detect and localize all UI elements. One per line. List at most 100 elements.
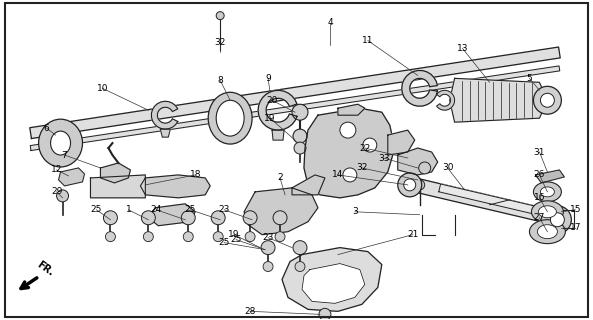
Ellipse shape <box>534 182 562 202</box>
Polygon shape <box>535 170 565 183</box>
Ellipse shape <box>39 119 82 167</box>
Ellipse shape <box>540 187 554 197</box>
Text: 14: 14 <box>332 171 343 180</box>
Ellipse shape <box>103 211 117 225</box>
Ellipse shape <box>404 179 416 191</box>
Text: 9: 9 <box>265 74 271 83</box>
Ellipse shape <box>216 12 224 20</box>
Ellipse shape <box>141 211 155 225</box>
Ellipse shape <box>295 261 305 271</box>
Ellipse shape <box>208 92 252 144</box>
Ellipse shape <box>534 86 562 114</box>
Text: 10: 10 <box>97 84 108 93</box>
Text: 5: 5 <box>527 74 533 83</box>
Polygon shape <box>436 90 455 110</box>
Ellipse shape <box>261 241 275 255</box>
Text: 27: 27 <box>534 213 545 222</box>
Text: 26: 26 <box>534 171 545 180</box>
Text: 28: 28 <box>244 307 256 316</box>
Ellipse shape <box>530 220 565 244</box>
Text: 22: 22 <box>359 144 371 153</box>
Text: 18: 18 <box>190 171 201 180</box>
Ellipse shape <box>550 213 565 227</box>
Polygon shape <box>388 130 415 155</box>
Ellipse shape <box>56 190 69 202</box>
Text: 24: 24 <box>151 205 162 214</box>
Text: 23: 23 <box>218 205 230 214</box>
Ellipse shape <box>293 241 307 255</box>
Ellipse shape <box>537 225 557 239</box>
Polygon shape <box>398 148 438 175</box>
Polygon shape <box>160 129 170 137</box>
Polygon shape <box>302 264 365 303</box>
Ellipse shape <box>106 232 116 242</box>
Text: 1: 1 <box>126 205 131 214</box>
Ellipse shape <box>243 211 257 225</box>
Polygon shape <box>338 104 365 115</box>
Text: 29: 29 <box>51 188 62 196</box>
Text: 15: 15 <box>570 205 581 214</box>
Text: 25: 25 <box>231 235 242 244</box>
Text: 11: 11 <box>362 36 374 45</box>
Polygon shape <box>413 178 556 225</box>
Ellipse shape <box>273 211 287 225</box>
Polygon shape <box>30 47 560 139</box>
Ellipse shape <box>538 206 556 218</box>
Polygon shape <box>304 108 395 198</box>
Polygon shape <box>272 130 284 140</box>
Text: 6: 6 <box>44 124 49 132</box>
Ellipse shape <box>319 308 331 320</box>
Polygon shape <box>100 163 130 183</box>
Ellipse shape <box>292 104 308 120</box>
Ellipse shape <box>216 100 244 136</box>
Polygon shape <box>449 78 547 122</box>
Polygon shape <box>59 168 84 186</box>
Text: 2: 2 <box>277 173 283 182</box>
Polygon shape <box>401 70 438 106</box>
Text: 12: 12 <box>51 165 62 174</box>
Text: FR.: FR. <box>35 260 56 278</box>
Text: 25: 25 <box>218 238 230 247</box>
Text: 13: 13 <box>457 44 468 53</box>
Ellipse shape <box>50 131 71 155</box>
Polygon shape <box>292 175 325 195</box>
Ellipse shape <box>144 232 154 242</box>
Ellipse shape <box>415 180 425 190</box>
Text: 21: 21 <box>407 230 419 239</box>
Text: 25: 25 <box>184 205 196 214</box>
Polygon shape <box>30 66 560 150</box>
Polygon shape <box>148 204 195 226</box>
Text: 3: 3 <box>352 207 358 216</box>
Polygon shape <box>439 184 555 219</box>
Text: 23: 23 <box>262 233 274 242</box>
Text: 16: 16 <box>534 193 545 202</box>
Text: 7: 7 <box>62 150 68 160</box>
Ellipse shape <box>398 173 422 197</box>
Text: 20: 20 <box>266 96 278 105</box>
Polygon shape <box>258 90 297 130</box>
Text: 30: 30 <box>442 164 454 172</box>
Ellipse shape <box>363 138 377 152</box>
Ellipse shape <box>181 211 195 225</box>
Polygon shape <box>244 188 318 235</box>
Ellipse shape <box>340 122 356 138</box>
Text: 32: 32 <box>356 164 368 172</box>
Ellipse shape <box>540 93 554 107</box>
Ellipse shape <box>263 261 273 271</box>
Polygon shape <box>141 175 210 198</box>
Text: 8: 8 <box>217 76 223 85</box>
Text: 17: 17 <box>570 223 581 232</box>
Ellipse shape <box>343 168 357 182</box>
Ellipse shape <box>275 232 285 242</box>
Text: 33: 33 <box>378 154 390 163</box>
Polygon shape <box>282 248 382 311</box>
Text: 4: 4 <box>327 18 333 27</box>
Ellipse shape <box>183 232 193 242</box>
Ellipse shape <box>211 211 225 225</box>
Polygon shape <box>91 175 145 198</box>
Ellipse shape <box>543 206 571 234</box>
Ellipse shape <box>245 232 255 242</box>
Ellipse shape <box>419 162 431 174</box>
Text: 25: 25 <box>91 205 102 214</box>
Ellipse shape <box>531 201 563 223</box>
